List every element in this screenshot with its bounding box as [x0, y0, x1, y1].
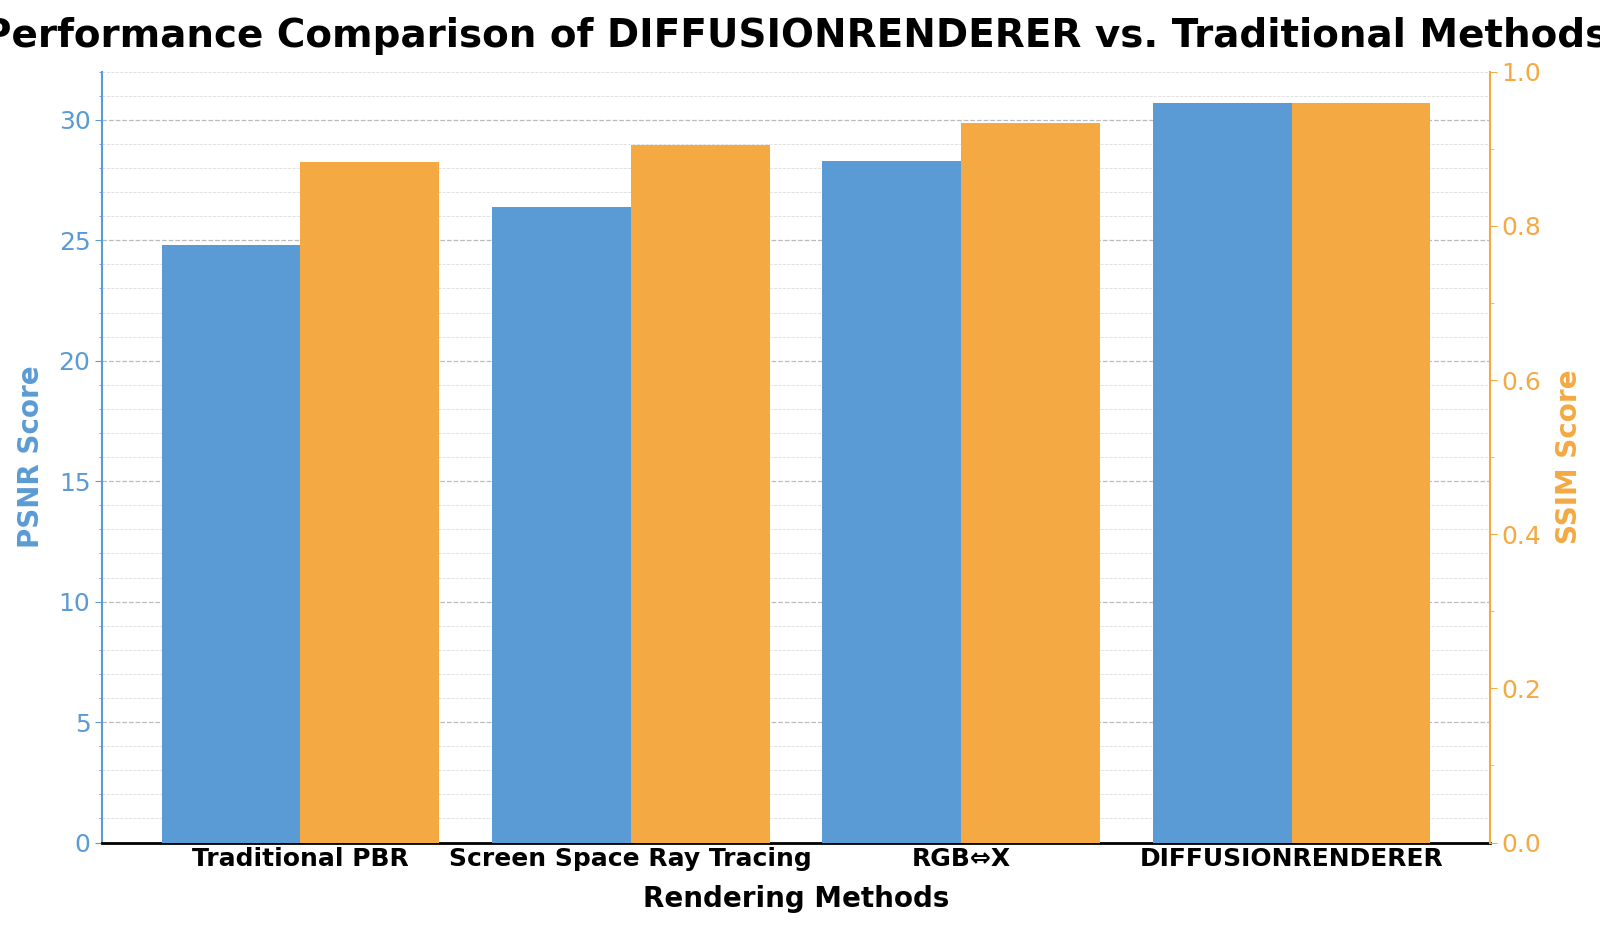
Bar	[301, 162, 440, 843]
Bar	[493, 206, 630, 843]
Bar	[630, 145, 770, 843]
Bar	[962, 124, 1099, 843]
Bar	[822, 161, 962, 843]
Bar	[162, 246, 301, 843]
X-axis label: Rendering Methods: Rendering Methods	[643, 885, 949, 913]
Y-axis label: PSNR Score: PSNR Score	[16, 365, 45, 549]
Bar	[1291, 102, 1430, 843]
Y-axis label: SSIM Score: SSIM Score	[1555, 370, 1584, 544]
Bar	[1152, 103, 1291, 843]
Title: Performance Comparison of DIFFUSIONRENDERER vs. Traditional Methods: Performance Comparison of DIFFUSIONRENDE…	[0, 17, 1600, 55]
